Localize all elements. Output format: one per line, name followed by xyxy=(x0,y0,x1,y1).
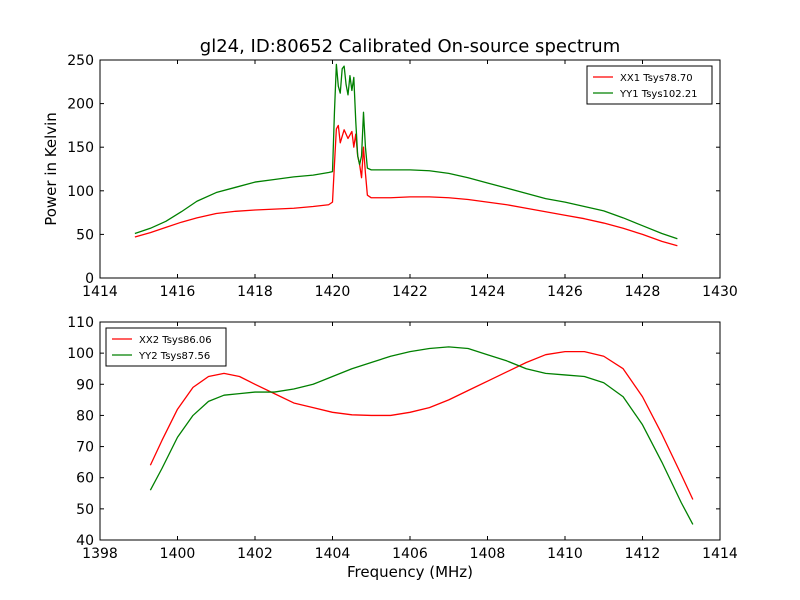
top-xtick-label: 1424 xyxy=(470,284,506,300)
bottom-legend-label-1: XX2 Tsys86.06 xyxy=(139,335,212,346)
bottom-ytick-label: 60 xyxy=(76,471,94,487)
bottom-xtick-label: 1412 xyxy=(625,546,661,562)
bottom-xtick-label: 1402 xyxy=(237,546,273,562)
bottom-ytick-label: 100 xyxy=(67,346,94,362)
top-xtick-label: 1430 xyxy=(702,284,738,300)
bottom-ytick-label: 80 xyxy=(76,408,94,424)
top-legend-label-1: XX1 Tsys78.70 xyxy=(620,73,693,84)
top-xtick-label: 1418 xyxy=(237,284,273,300)
top-xtick-label: 1416 xyxy=(160,284,196,300)
bottom-xtick-label: 1414 xyxy=(702,546,738,562)
top-ytick-label: 100 xyxy=(67,184,94,200)
top-xtick-label: 1428 xyxy=(625,284,661,300)
top-ytick-label: 50 xyxy=(76,227,94,243)
bottom-series-line-2 xyxy=(149,346,694,525)
bottom-ytick-label: 40 xyxy=(76,533,94,549)
bottom-legend-box xyxy=(105,327,227,367)
top-ytick-label: 250 xyxy=(67,53,94,69)
top-xtick-label: 1422 xyxy=(392,284,428,300)
top-legend-label-2: YY1 Tsys102.21 xyxy=(619,89,698,100)
bottom-xtick-label: 1398 xyxy=(82,546,118,562)
top-legend-box xyxy=(586,65,713,105)
top-ytick-label: 0 xyxy=(85,271,94,287)
bottom-ytick-label: 90 xyxy=(76,377,94,393)
bottom-legend-label-2: YY2 Tsys87.56 xyxy=(138,351,210,362)
bottom-xtick-label: 1408 xyxy=(470,546,506,562)
bottom-xtick-label: 1400 xyxy=(160,546,196,562)
bottom-xtick-label: 1404 xyxy=(315,546,351,562)
top-plot-area: 1414 1416 1418 1420 1422 1424 1426 1428 1430 0 50 1… xyxy=(67,53,738,300)
bottom-series-line-1 xyxy=(149,350,694,500)
bottom-xtick-label: 1406 xyxy=(392,546,428,562)
bottom-plot-area: 1398 1400 1402 1404 1406 1408 1410 1412 1414 40 50… xyxy=(67,315,738,562)
bottom-ytick-label: 110 xyxy=(67,315,94,331)
top-series-line-2 xyxy=(134,63,678,240)
top-xtick-label: 1420 xyxy=(315,284,351,300)
top-xtick-label: 1426 xyxy=(547,284,583,300)
bottom-xtick-label: 1410 xyxy=(547,546,583,562)
top-xtick-label: 1414 xyxy=(82,284,118,300)
bottom-xlabel: Frequency (MHz) xyxy=(347,563,473,581)
top-ylabel: Power in Kelvin xyxy=(42,112,60,226)
figure-title: gl24, ID:80652 Calibrated On-source spec… xyxy=(200,36,620,57)
top-ytick-label: 150 xyxy=(67,140,94,156)
top-legend: XX1 Tsys78.70 YY1 Tsys102.21 xyxy=(586,65,713,105)
bottom-legend: XX2 Tsys86.06 YY2 Tsys87.56 xyxy=(105,327,227,367)
bottom-ytick-label: 70 xyxy=(76,440,94,456)
top-ytick-label: 200 xyxy=(67,97,94,113)
bottom-ytick-label: 50 xyxy=(76,502,94,518)
